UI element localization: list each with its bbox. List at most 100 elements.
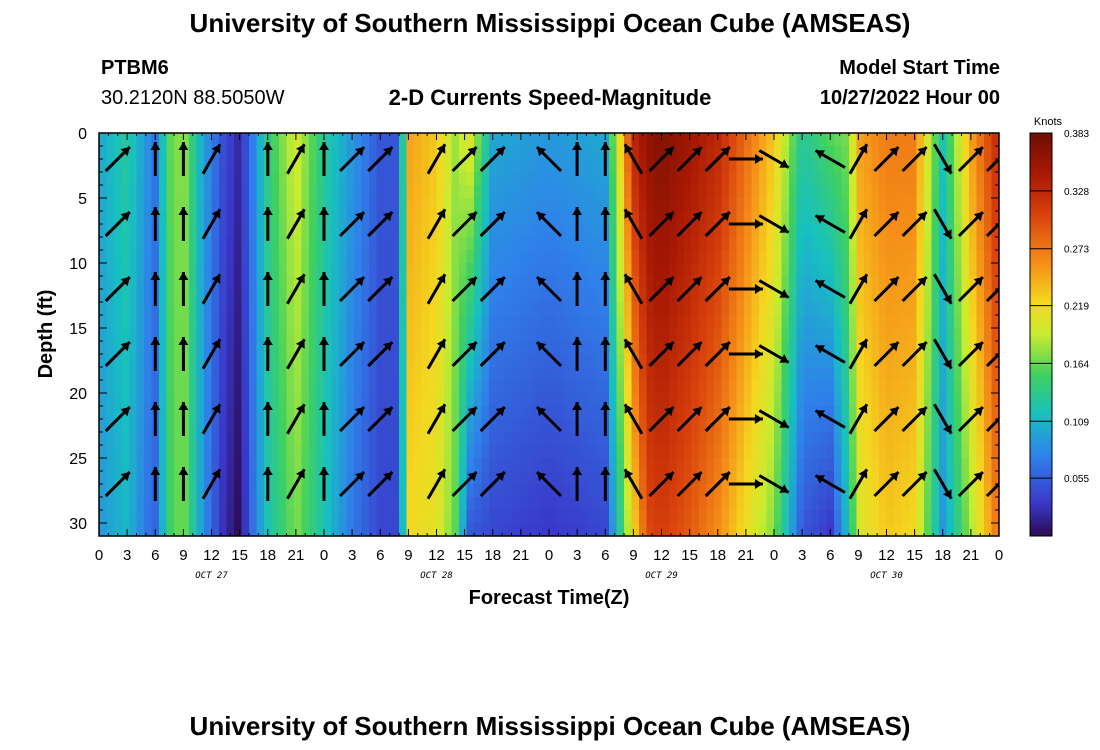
heat-cell bbox=[669, 432, 678, 446]
heat-cell bbox=[271, 354, 280, 368]
heat-cell bbox=[571, 471, 580, 485]
heat-cell bbox=[279, 237, 288, 251]
heat-cell bbox=[339, 484, 348, 498]
heat-cell bbox=[444, 133, 453, 147]
vector-shaft bbox=[985, 221, 999, 238]
heat-cell bbox=[609, 276, 618, 290]
heat-cell bbox=[376, 237, 385, 251]
heat-cell bbox=[331, 146, 340, 160]
heat-cell bbox=[744, 419, 753, 433]
heat-cell bbox=[466, 198, 475, 212]
heat-cell bbox=[901, 497, 910, 511]
heat-cell bbox=[99, 471, 108, 485]
heat-cell bbox=[271, 185, 280, 199]
heat-cell bbox=[826, 224, 835, 238]
heat-cell bbox=[204, 198, 213, 212]
heat-cell bbox=[249, 146, 258, 160]
current-vector bbox=[479, 145, 506, 173]
heat-cell bbox=[399, 406, 408, 420]
heat-cell bbox=[114, 133, 123, 147]
heat-cell bbox=[886, 224, 895, 238]
heat-cell bbox=[226, 380, 235, 394]
heat-cell bbox=[856, 497, 865, 511]
heat-cell bbox=[774, 471, 783, 485]
heat-cell bbox=[106, 302, 115, 316]
heat-cell bbox=[699, 484, 708, 498]
heat-cell bbox=[616, 211, 625, 225]
heat-cell bbox=[826, 211, 835, 225]
heat-cell bbox=[99, 315, 108, 329]
heat-cell bbox=[916, 315, 925, 329]
heat-cell bbox=[421, 133, 430, 147]
heat-cell bbox=[804, 302, 813, 316]
x-tick-label: 12 bbox=[653, 547, 670, 564]
heat-cell bbox=[361, 198, 370, 212]
heat-cell bbox=[99, 380, 108, 394]
heat-cell bbox=[519, 471, 528, 485]
heat-cell bbox=[369, 328, 378, 342]
heat-cell bbox=[129, 380, 138, 394]
heat-cell bbox=[841, 185, 850, 199]
heat-cell bbox=[346, 445, 355, 459]
heat-cell bbox=[901, 354, 910, 368]
heat-cell bbox=[714, 263, 723, 277]
vector-head bbox=[262, 402, 273, 410]
heat-cell bbox=[579, 419, 588, 433]
heat-cell bbox=[886, 406, 895, 420]
heat-cell bbox=[429, 211, 438, 225]
heat-cell bbox=[954, 445, 963, 459]
heat-cell bbox=[324, 159, 333, 173]
heat-cell bbox=[391, 263, 400, 277]
heat-cell bbox=[241, 237, 250, 251]
heat-cell bbox=[459, 523, 468, 536]
page-title: University of Southern Mississippi Ocean… bbox=[189, 8, 911, 38]
heat-cell bbox=[706, 432, 715, 446]
heat-cell bbox=[856, 185, 865, 199]
heat-cell bbox=[241, 445, 250, 459]
heat-cell bbox=[804, 263, 813, 277]
heat-cell bbox=[279, 510, 288, 524]
current-vector bbox=[339, 210, 366, 238]
heat-cell bbox=[721, 159, 730, 173]
heat-cell bbox=[204, 133, 213, 147]
heat-cell bbox=[121, 263, 130, 277]
heat-cell bbox=[121, 393, 130, 407]
x-tick-label: 15 bbox=[681, 547, 698, 564]
heat-cell bbox=[924, 172, 933, 186]
heat-cell bbox=[646, 302, 655, 316]
heat-cell bbox=[429, 471, 438, 485]
heat-cell bbox=[549, 367, 558, 381]
heat-cell bbox=[481, 432, 490, 446]
heat-cell bbox=[391, 445, 400, 459]
heat-cell bbox=[984, 198, 993, 212]
heat-cell bbox=[571, 159, 580, 173]
current-vector bbox=[901, 405, 928, 433]
heat-cell bbox=[894, 328, 903, 342]
vector-head bbox=[211, 469, 221, 479]
heat-cell bbox=[766, 393, 775, 407]
heat-cell bbox=[751, 354, 760, 368]
heat-cell bbox=[399, 211, 408, 225]
heat-cell bbox=[631, 445, 640, 459]
heat-cell bbox=[699, 250, 708, 264]
heat-cell bbox=[961, 146, 970, 160]
heat-cell bbox=[811, 159, 820, 173]
heat-cell bbox=[556, 380, 565, 394]
heat-cell bbox=[766, 224, 775, 238]
heat-cell bbox=[399, 380, 408, 394]
heat-cell bbox=[369, 315, 378, 329]
heat-cell bbox=[286, 315, 295, 329]
heat-cell bbox=[316, 471, 325, 485]
vector-head bbox=[355, 277, 365, 287]
heat-cell bbox=[211, 458, 220, 472]
heat-cell bbox=[661, 471, 670, 485]
vector-head bbox=[624, 339, 634, 349]
heat-cell bbox=[459, 315, 468, 329]
heat-cell bbox=[751, 432, 760, 446]
vector-head bbox=[815, 410, 825, 419]
heat-cell bbox=[301, 237, 310, 251]
vector-head bbox=[1002, 212, 1011, 221]
heat-cell bbox=[669, 406, 678, 420]
heat-cell bbox=[991, 471, 999, 485]
vector-head bbox=[624, 209, 634, 219]
